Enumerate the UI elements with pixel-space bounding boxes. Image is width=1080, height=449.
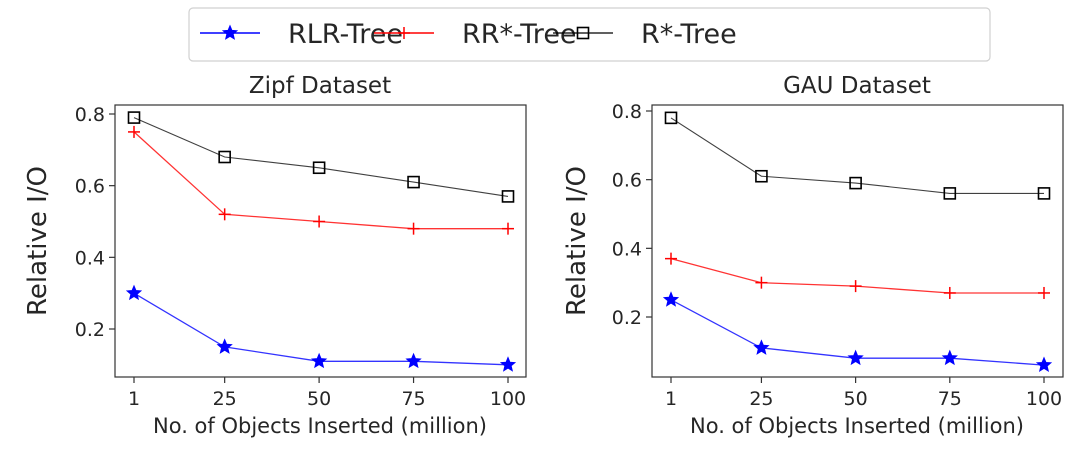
x-tick-label: 1	[128, 388, 140, 410]
x-tick-label: 25	[749, 388, 773, 410]
data-point	[127, 111, 141, 124]
data-point	[849, 280, 862, 293]
square-icon	[576, 26, 590, 40]
series-layer	[125, 111, 517, 372]
y-axis-label: Relative I/O	[23, 166, 53, 316]
data-point	[847, 349, 864, 366]
legend-marker	[221, 24, 239, 40]
legend: RLR-Tree RR*-Tree R*-Tree	[188, 7, 991, 62]
x-tick-label: 75	[401, 388, 425, 410]
series-r-tree	[127, 111, 515, 203]
data-point	[849, 176, 862, 190]
data-point	[665, 252, 677, 265]
data-point	[941, 349, 958, 366]
series-line	[670, 257, 1044, 294]
subplot-gau: GAU Dataset 0.2 0.4 0.6 0.8 1 25 50 75 100 No. …	[562, 73, 1064, 438]
data-point	[216, 338, 233, 354]
legend-label-2: R*-Tree	[641, 19, 737, 50]
series-rlr-tree	[125, 284, 517, 372]
star-icon	[221, 24, 239, 40]
series-layer	[662, 111, 1053, 372]
x-axis-label: No. of Objects Inserted (million)	[153, 414, 487, 438]
data-point	[405, 352, 422, 369]
data-point	[313, 215, 326, 228]
data-point	[218, 150, 231, 164]
legend-entry-2: R*-Tree	[553, 19, 737, 50]
legend-marker	[576, 26, 590, 40]
y-axis-ticks: 0.2 0.4 0.6 0.8	[612, 101, 652, 329]
x-tick-label: 100	[1026, 388, 1062, 410]
x-tick-label: 25	[213, 388, 237, 410]
series-rr-tree	[665, 252, 1050, 299]
data-point	[755, 169, 768, 183]
legend-label-0: RLR-Tree	[288, 19, 403, 50]
legend-label-1: RR*-Tree	[462, 19, 577, 50]
series-rlr-tree	[662, 291, 1053, 372]
series-line	[133, 292, 509, 366]
legend-frame	[188, 7, 991, 62]
series-rr-tree	[128, 125, 514, 235]
x-tick-label: 100	[490, 388, 526, 410]
x-tick-label: 1	[665, 388, 677, 410]
legend-entry-1: RR*-Tree	[374, 19, 577, 50]
y-tick-label: 0.4	[75, 247, 105, 269]
subplot-title: Zipf Dataset	[249, 73, 391, 99]
y-axis-label: Relative I/O	[562, 166, 592, 316]
series-line	[670, 117, 1044, 194]
y-tick-label: 0.6	[75, 176, 105, 198]
series-r-tree	[664, 111, 1051, 200]
data-point	[407, 222, 420, 235]
data-point	[753, 339, 770, 355]
data-point	[755, 276, 768, 289]
y-tick-label: 0.2	[75, 319, 105, 341]
y-tick-label: 0.8	[75, 104, 105, 126]
axes-frame	[114, 104, 527, 378]
data-point	[1037, 187, 1051, 200]
x-tick-label: 50	[844, 388, 868, 410]
data-point	[218, 208, 231, 221]
data-point	[943, 286, 956, 299]
data-point	[1035, 356, 1053, 372]
x-tick-label: 50	[307, 388, 331, 410]
data-point	[943, 187, 957, 200]
y-tick-label: 0.8	[612, 101, 642, 123]
y-tick-label: 0.6	[612, 170, 642, 192]
data-point	[664, 111, 678, 125]
data-point	[499, 356, 517, 372]
series-line	[133, 117, 509, 197]
x-axis-ticks: 1 25 50 75 100	[665, 377, 1062, 410]
y-tick-label: 0.4	[612, 238, 642, 260]
data-point	[312, 161, 326, 175]
x-axis-label: No. of Objects Inserted (million)	[690, 414, 1024, 438]
subplot-zipf: Zipf Dataset 0.2 0.4 0.6 0.8 1 25 50 75 100 No.…	[23, 73, 527, 438]
subplot-title: GAU Dataset	[783, 73, 931, 99]
data-point	[310, 352, 328, 369]
data-point	[662, 291, 680, 307]
x-tick-label: 75	[938, 388, 962, 410]
data-point	[501, 190, 515, 203]
data-point	[407, 175, 420, 189]
axes-frame	[651, 104, 1064, 378]
data-point	[128, 125, 140, 138]
legend-marker	[398, 27, 410, 39]
y-axis-ticks: 0.2 0.4 0.6 0.8	[75, 104, 115, 341]
x-axis-ticks: 1 25 50 75 100	[128, 377, 526, 410]
data-point	[502, 222, 514, 235]
data-point	[1038, 286, 1050, 299]
series-line	[133, 131, 508, 230]
legend-entry-0: RLR-Tree	[200, 19, 403, 50]
data-point	[125, 284, 143, 301]
plus-icon	[398, 27, 410, 39]
y-tick-label: 0.2	[612, 307, 642, 329]
